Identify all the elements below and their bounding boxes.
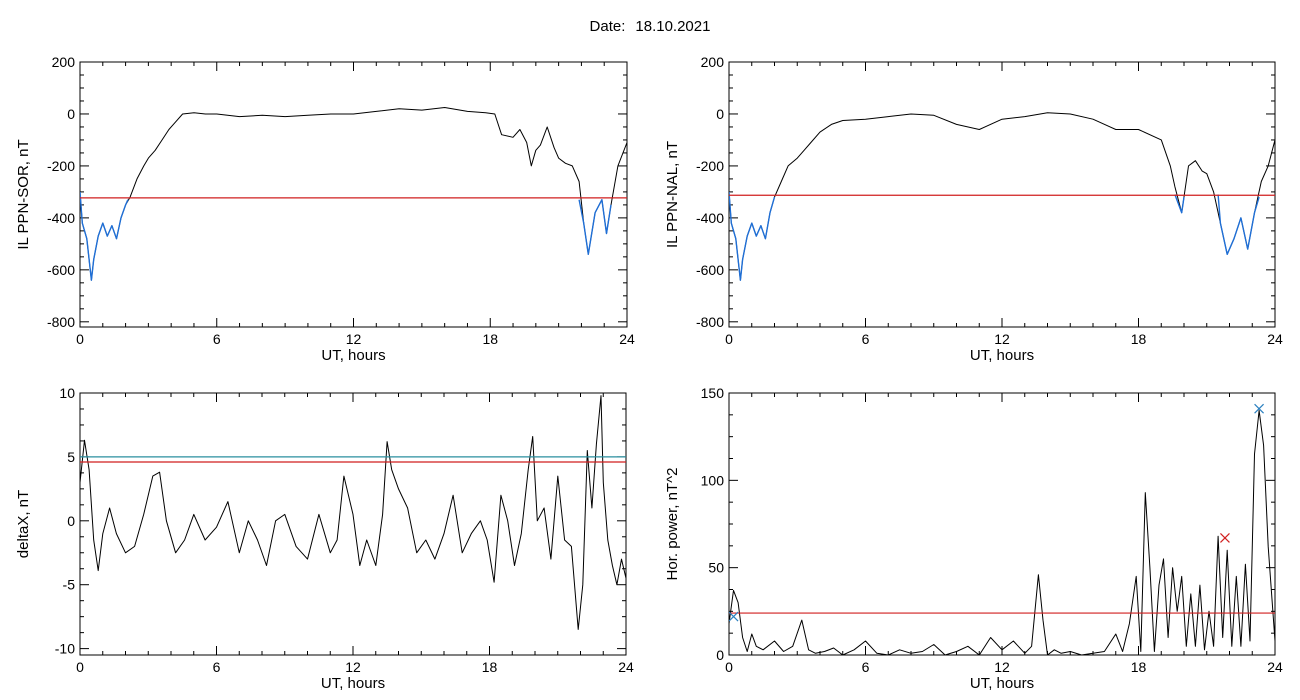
x-tick-label: 12	[994, 659, 1010, 675]
y-axis-label: IL PPN-NAL, nT	[664, 141, 681, 248]
series-line-3	[578, 198, 612, 256]
x-tick-label: 0	[76, 659, 84, 675]
y-tick-label: -800	[47, 314, 75, 330]
x-tick-label: 18	[1131, 331, 1147, 347]
x-tick-label: 18	[482, 659, 498, 675]
y-tick-label: -10	[55, 641, 75, 657]
series-line-2	[729, 191, 776, 281]
x-tick-label: 6	[213, 331, 221, 347]
y-tick-label: -600	[696, 262, 724, 278]
plot-frame	[79, 61, 628, 328]
x-axis-label: UT, hours	[321, 347, 385, 364]
y-tick-label: -5	[63, 577, 76, 593]
chart-panel-2: 0 6 12 18 24 -800 -600 -400 -200 0 200 UT, hours IL …	[664, 54, 1283, 364]
series-line-1	[729, 112, 1275, 281]
series-line-1	[80, 107, 627, 281]
x-tick-label: 0	[725, 331, 733, 347]
y-tick-label: 0	[716, 106, 724, 122]
marker-2	[1220, 533, 1230, 543]
plot-area	[729, 112, 1275, 281]
x-tick-label: 24	[619, 331, 635, 347]
chart-panel-3: 0 6 12 18 24 -10 -5 0 5 10 UT, hours deltaX, nT	[15, 385, 634, 692]
plot-area	[729, 403, 1275, 655]
plot-frame	[728, 61, 1276, 328]
y-tick-label: -800	[696, 314, 724, 330]
x-axis-label: UT, hours	[970, 347, 1034, 364]
y-tick-label: 100	[701, 472, 725, 488]
y-tick-label: -400	[696, 210, 724, 226]
x-tick-label: 6	[213, 659, 221, 675]
y-tick-label: -600	[47, 262, 75, 278]
x-tick-label: 12	[346, 331, 362, 347]
x-tick-label: 24	[1267, 659, 1283, 675]
y-tick-label: 10	[59, 385, 75, 401]
y-tick-label: 150	[701, 385, 725, 401]
x-tick-label: 24	[1267, 331, 1283, 347]
y-tick-label: 50	[708, 560, 724, 576]
y-tick-label: 200	[701, 54, 725, 70]
y-tick-label: 0	[67, 106, 75, 122]
chart-panel-4: 0 6 12 18 24 0 50 100 150 UT, hours Hor. power, nT…	[664, 385, 1283, 692]
y-tick-label: -200	[47, 158, 75, 174]
plot-area	[80, 107, 627, 281]
y-tick-label: 200	[52, 54, 76, 70]
marker-stroke	[1254, 403, 1264, 414]
x-tick-label: 0	[76, 331, 84, 347]
x-tick-label: 18	[1131, 659, 1147, 675]
series-line-1	[729, 410, 1275, 655]
series-line-4	[1217, 194, 1260, 256]
x-tick-label: 12	[345, 659, 361, 675]
date-value: 18.10.2021	[635, 18, 711, 35]
plot-area	[80, 395, 626, 630]
x-tick-label: 6	[862, 331, 870, 347]
y-axis-label: Hor. power, nT^2	[664, 468, 681, 581]
y-tick-label: 5	[67, 449, 75, 465]
series-line-3	[1174, 194, 1185, 214]
series-line-2	[80, 191, 129, 281]
date-label: Date:	[589, 18, 626, 35]
y-tick-label: 0	[67, 513, 75, 529]
date-line: Date: 18.10.2021	[0, 18, 1300, 35]
marker-1	[729, 611, 739, 622]
marker-stroke	[1220, 533, 1230, 543]
marker-3	[1254, 403, 1264, 414]
x-tick-label: 12	[994, 331, 1010, 347]
plot-frame	[79, 392, 627, 656]
y-axis-label: IL PPN-SOR, nT	[15, 139, 32, 249]
y-tick-label: 0	[716, 647, 724, 663]
x-axis-label: UT, hours	[970, 675, 1034, 692]
x-tick-label: 6	[862, 659, 870, 675]
marker-stroke	[729, 611, 739, 622]
chart-panel-1: 0 6 12 18 24 -800 -600 -400 -200 0 200 UT, hours IL …	[15, 54, 635, 364]
y-axis-label: deltaX, nT	[15, 490, 32, 558]
x-tick-label: 18	[482, 331, 498, 347]
series-line-1	[80, 395, 626, 630]
x-tick-label: 24	[618, 659, 634, 675]
y-tick-label: -400	[47, 210, 75, 226]
x-axis-label: UT, hours	[321, 675, 385, 692]
x-tick-label: 0	[725, 659, 733, 675]
y-tick-label: -200	[696, 158, 724, 174]
